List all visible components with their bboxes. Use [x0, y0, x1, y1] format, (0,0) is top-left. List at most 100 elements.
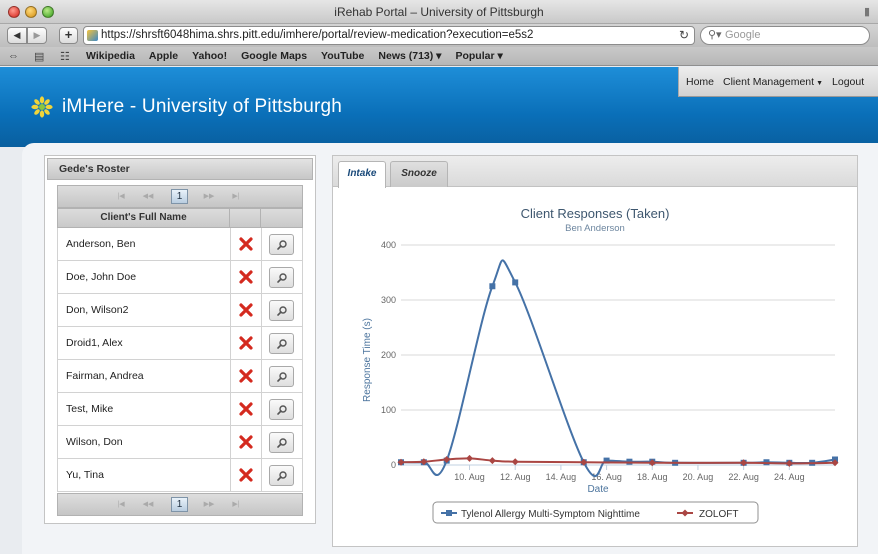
y-tick-label: 300	[381, 295, 396, 305]
series-line[interactable]	[400, 259, 836, 478]
delete-x-icon[interactable]	[239, 402, 253, 416]
reading-glasses-icon[interactable]: ⇔	[8, 50, 19, 62]
window-minimize-button[interactable]	[25, 6, 37, 18]
bookmark-item[interactable]: Popular ▾	[455, 50, 503, 62]
bookmark-item[interactable]: Yahoo!	[192, 50, 228, 62]
window-close-button[interactable]	[8, 6, 20, 18]
table-row[interactable]: Anderson, Ben	[57, 228, 303, 261]
tab-intake[interactable]: Intake	[338, 161, 386, 188]
data-point[interactable]	[397, 458, 405, 466]
table-row[interactable]: Yu, Tina	[57, 459, 303, 492]
next-page-icon[interactable]: ▶▶	[203, 501, 215, 508]
x-tick-label: 14. Aug	[546, 472, 577, 482]
legend-marker-zoloft	[681, 509, 689, 517]
table-row[interactable]: Fairman, Andrea	[57, 360, 303, 393]
delete-x-icon[interactable]	[239, 336, 253, 350]
search-input[interactable]: ⚲▾ Google	[700, 26, 870, 45]
view-client-button[interactable]	[269, 432, 294, 453]
back-button[interactable]: ◀	[7, 27, 27, 44]
reload-icon[interactable]: ↻	[678, 28, 689, 42]
view-client-button[interactable]	[269, 399, 294, 420]
bookmark-item[interactable]: Wikipedia	[86, 50, 135, 62]
client-name[interactable]: Wilson, Don	[66, 436, 123, 448]
delete-x-icon[interactable]	[239, 237, 253, 251]
table-row[interactable]: Wilson, Don	[57, 426, 303, 459]
view-cell	[261, 294, 302, 326]
resize-icon[interactable]: ▮	[863, 6, 870, 18]
client-name[interactable]: Yu, Tina	[66, 469, 104, 481]
data-point[interactable]	[443, 456, 451, 463]
prev-page-icon[interactable]: ◀◀	[142, 193, 154, 200]
delete-x-icon[interactable]	[239, 303, 253, 317]
address-bar[interactable]: https://shrsft6048hima.shrs.pitt.edu/imh…	[83, 26, 695, 45]
client-name[interactable]: Test, Mike	[66, 403, 114, 415]
delete-cell	[230, 261, 261, 293]
first-page-icon[interactable]: |◀	[117, 193, 125, 200]
client-name[interactable]: Anderson, Ben	[66, 238, 136, 250]
view-client-button[interactable]	[269, 234, 294, 255]
series-line[interactable]	[400, 457, 836, 465]
data-point[interactable]	[603, 457, 610, 464]
y-axis-title: Response Time (s)	[362, 318, 373, 402]
forward-button[interactable]: ▶	[27, 27, 47, 44]
delete-x-icon[interactable]	[239, 369, 253, 383]
table-row[interactable]: Doe, John Doe	[57, 261, 303, 294]
table-row[interactable]: Droid1, Alex	[57, 327, 303, 360]
data-point[interactable]	[740, 459, 748, 467]
delete-x-icon[interactable]	[239, 468, 253, 482]
table-row[interactable]: Test, Mike	[57, 393, 303, 426]
response-time-chart: Client Responses (Taken) Ben Anderson 0 100…	[362, 206, 839, 524]
data-point[interactable]	[489, 283, 496, 290]
nav-client-management[interactable]: Client Management ▼	[723, 75, 824, 88]
view-cell	[261, 261, 302, 293]
bookmark-item[interactable]: Google Maps	[241, 50, 308, 62]
client-name[interactable]: Droid1, Alex	[66, 337, 123, 349]
data-point[interactable]	[785, 459, 793, 467]
view-client-button[interactable]	[269, 267, 294, 288]
nav-logout[interactable]: Logout	[832, 75, 865, 88]
current-page-button[interactable]: 1	[171, 497, 188, 512]
bookmark-item[interactable]: YouTube	[321, 50, 365, 62]
column-header-name[interactable]: Client's Full Name	[58, 209, 230, 227]
delete-x-icon[interactable]	[239, 270, 253, 284]
top-sites-grid-icon[interactable]: ☷	[60, 51, 70, 63]
data-point[interactable]	[466, 454, 474, 462]
nav-home[interactable]: Home	[686, 75, 715, 88]
data-point[interactable]	[580, 458, 588, 466]
view-client-button[interactable]	[269, 300, 294, 321]
data-point[interactable]	[488, 457, 496, 465]
data-point[interactable]	[420, 458, 428, 466]
view-client-button[interactable]	[269, 465, 294, 486]
favicon-icon	[87, 30, 98, 41]
view-client-button[interactable]	[269, 366, 294, 387]
delete-cell	[230, 426, 261, 458]
last-page-icon[interactable]: ▶|	[232, 193, 240, 200]
sunflower-logo-icon	[31, 96, 53, 118]
next-page-icon[interactable]: ▶▶	[203, 193, 215, 200]
client-name[interactable]: Doe, John Doe	[66, 271, 137, 283]
tab-snooze[interactable]: Snooze	[390, 161, 448, 187]
add-bookmark-button[interactable]: +	[59, 27, 78, 44]
data-point[interactable]	[511, 458, 519, 466]
current-page-button[interactable]: 1	[171, 189, 188, 204]
client-name[interactable]: Fairman, Andrea	[66, 370, 144, 382]
view-cell	[261, 360, 302, 392]
first-page-icon[interactable]: |◀	[117, 501, 125, 508]
legend-label-tylenol: Tylenol Allergy Multi-Symptom Nighttime	[461, 509, 640, 520]
view-client-button[interactable]	[269, 333, 294, 354]
client-name[interactable]: Don, Wilson2	[66, 304, 129, 316]
bookmark-item[interactable]: Apple	[148, 50, 179, 62]
delete-cell	[230, 327, 261, 359]
window-zoom-button[interactable]	[42, 6, 54, 18]
y-tick-label: 200	[381, 350, 396, 360]
open-book-icon[interactable]: ▤	[34, 51, 45, 63]
table-row[interactable]: Don, Wilson2	[57, 294, 303, 327]
data-point[interactable]	[648, 459, 656, 467]
last-page-icon[interactable]: ▶|	[232, 501, 240, 508]
data-point[interactable]	[831, 459, 839, 467]
view-cell	[261, 228, 302, 260]
delete-x-icon[interactable]	[239, 435, 253, 449]
bookmark-item[interactable]: News (713) ▾	[378, 50, 442, 62]
prev-page-icon[interactable]: ◀◀	[142, 501, 154, 508]
data-point[interactable]	[512, 279, 519, 286]
